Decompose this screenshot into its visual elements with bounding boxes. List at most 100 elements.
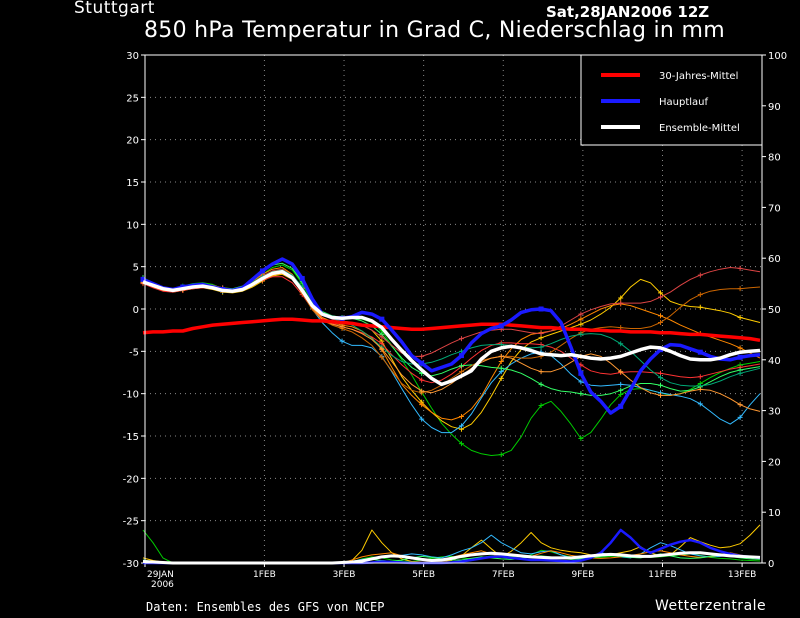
ensemble-member-point — [538, 335, 544, 341]
y-tick-label-right: 20 — [768, 457, 781, 468]
ensemble-member-point — [697, 386, 703, 392]
y-tick-label-right: 50 — [768, 305, 781, 316]
precipitation-layer — [142, 524, 761, 565]
hauptlauf-point — [618, 403, 624, 409]
ensemble-member-point — [458, 423, 464, 429]
data-source-label: Daten: Ensembles des GFS von NCEP — [146, 600, 385, 614]
ensemble-member-point — [697, 272, 703, 278]
hauptlauf-point — [299, 276, 305, 282]
plot-frame — [144, 54, 763, 564]
ensemble-member-point — [618, 369, 624, 375]
y-tick-label-left: -15 — [123, 432, 139, 443]
ensemble-member-point — [538, 381, 544, 387]
ensemble-member-point — [737, 402, 743, 408]
y-tick-label-left: -20 — [123, 474, 139, 485]
y-tick-label-right: 0 — [768, 559, 774, 570]
ensemble-member-point — [618, 381, 624, 387]
ensemble-member-point — [737, 314, 743, 320]
y-tick-label-right: 10 — [768, 508, 781, 519]
hauptlauf-point — [737, 354, 743, 360]
hauptlauf-point — [379, 316, 385, 322]
left-axis: 30 25 20 15 10 5 0 -5 -10 -15 -20 -25 -30 — [123, 51, 145, 570]
x-tick-label: 29JAN — [147, 570, 174, 580]
y-tick-label-left: -5 — [129, 347, 139, 358]
hauptlauf-point — [697, 349, 703, 355]
x-tick-label: 7FEB — [492, 570, 515, 580]
hauptlauf-point — [578, 370, 584, 376]
legend-label-hauptlauf: Hauptlauf — [659, 97, 708, 108]
ensemble-member-point — [737, 265, 743, 271]
x-tick-sublabel: 2006 — [151, 580, 174, 590]
ensemble-member-point — [458, 414, 464, 420]
ensemble-member-point — [657, 294, 663, 300]
ensemble-member-point — [498, 365, 504, 371]
ensemble-member-point — [379, 346, 385, 352]
location-label: Stuttgart — [74, 0, 155, 18]
ensemble-member-point — [697, 401, 703, 407]
x-tick-label: 13FEB — [728, 570, 757, 580]
ensemble-member-point — [697, 374, 703, 380]
x-tick-label: 1FEB — [253, 570, 276, 580]
y-tick-label-left: -10 — [123, 390, 139, 401]
y-tick-label-left: -25 — [123, 517, 139, 528]
ensemble-member-point — [657, 290, 663, 296]
ensemble-member-point — [618, 392, 624, 398]
ensemble-member-point — [498, 353, 504, 359]
x-tick-label: 9FEB — [571, 570, 594, 580]
ensemble-member-point — [737, 286, 743, 292]
hauptlauf-point — [458, 353, 464, 359]
x-tick-label: 11FEB — [648, 570, 677, 580]
x-tick-label: 5FEB — [412, 570, 435, 580]
ensemble-member-point — [458, 363, 464, 369]
ensemble-member-line — [142, 267, 761, 357]
ensemble-member-point — [578, 316, 584, 322]
legend-label-ensemble-mittel: Ensemble-Mittel — [659, 123, 740, 134]
y-tick-label-left: -30 — [123, 559, 139, 570]
ensemble-member-line — [142, 262, 761, 396]
ensemble-member-line — [142, 273, 761, 430]
ensemble-member-point — [657, 382, 663, 388]
ensemble-member-point — [697, 304, 703, 310]
ensemble-member-point — [538, 344, 544, 350]
ensemble-member-point — [538, 403, 544, 409]
legend-box: 30-Jahres-Mittel Hauptlauf Ensemble-Mitt… — [580, 54, 763, 146]
ensemble-member-point — [339, 338, 345, 344]
chart-title: 850 hPa Temperatur in Grad C, Niederschl… — [144, 18, 725, 43]
main-series-layer — [140, 257, 761, 415]
brand-label: Wetterzentrale — [655, 598, 767, 614]
ensemble-member-point — [618, 341, 624, 347]
temperature-series-line — [142, 257, 761, 415]
ensemble-member-point — [419, 388, 425, 394]
ensemble-member-point — [578, 321, 584, 327]
ensemble-member-point — [339, 324, 345, 330]
y-tick-label-right: 90 — [768, 102, 781, 113]
ensemble-member-point — [498, 452, 504, 458]
ensemble-member-point — [458, 369, 464, 375]
ensemble-member-point — [379, 354, 385, 360]
temperature-series-line — [142, 269, 761, 387]
hauptlauf-point — [419, 360, 425, 366]
ensemble-member-point — [737, 370, 743, 376]
ensemble-member-point — [657, 313, 663, 319]
hauptlauf-point — [498, 323, 504, 329]
ensemble-member-point — [657, 320, 663, 326]
ensemble-member-point — [578, 391, 584, 397]
y-tick-label-left: 10 — [126, 220, 139, 231]
y-tick-label-right: 80 — [768, 153, 781, 164]
ensemble-member-point — [458, 336, 464, 342]
ensemble-member-point — [379, 334, 385, 340]
run-time-label: Sat,28JAN2006 12Z — [546, 3, 710, 21]
y-tick-label-right: 60 — [768, 254, 781, 265]
y-tick-label-left: 20 — [126, 136, 139, 147]
y-tick-label-left: 15 — [126, 178, 139, 189]
hauptlauf-point — [140, 276, 146, 282]
y-tick-label-right: 40 — [768, 356, 781, 367]
ensemble-member-point — [618, 387, 624, 393]
y-tick-label-left: 30 — [126, 51, 139, 62]
ensemble-member-point — [419, 402, 425, 408]
ensemble-member-point — [618, 300, 624, 306]
ensemble-member-point — [657, 375, 663, 381]
y-tick-label-right: 70 — [768, 203, 781, 214]
